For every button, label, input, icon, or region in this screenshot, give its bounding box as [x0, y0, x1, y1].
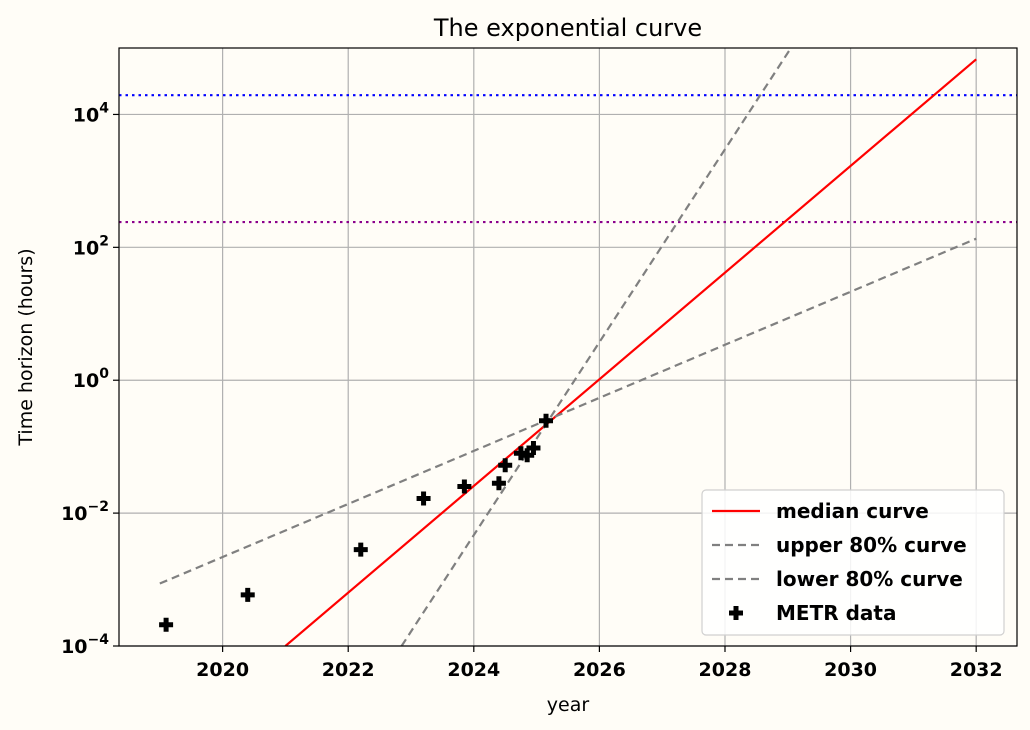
metr-data-point	[539, 413, 554, 428]
y-tick-label: 102	[73, 233, 109, 259]
x-tick-label: 2022	[322, 659, 375, 681]
x-tick-label: 2020	[196, 659, 249, 681]
plot-frame	[118, 47, 1018, 647]
y-axis-label: Time horizon (hours)	[15, 248, 37, 446]
x-tick-label: 2032	[950, 659, 1003, 681]
metr-data-point	[416, 491, 431, 506]
x-axis: 2020 2022 2024 2026 2028 2030 2032	[196, 646, 1003, 681]
y-tick-label: 10−2	[61, 499, 109, 525]
chart-title: The exponential curve	[433, 14, 702, 42]
upper-80-curve-line	[400, 48, 792, 646]
metr-data-point	[457, 479, 472, 494]
metr-data-point	[240, 587, 255, 602]
metr-data-point	[353, 542, 368, 557]
legend-label: median curve	[776, 499, 929, 523]
legend-label: METR data	[776, 601, 896, 625]
y-axis: 10−4 10−2 100 102 104	[61, 100, 119, 658]
metr-data-point	[526, 440, 541, 455]
threshold-lines	[119, 94, 1017, 224]
x-tick-label: 2030	[824, 659, 877, 681]
metr-data-point	[498, 458, 513, 473]
legend-label: upper 80% curve	[776, 533, 967, 557]
legend-box	[701, 489, 1005, 636]
grid	[119, 48, 1017, 647]
y-tick-label: 10−4	[61, 632, 109, 658]
x-tick-label: 2024	[447, 659, 500, 681]
x-tick-label: 2028	[699, 659, 752, 681]
metr-data-point	[491, 476, 506, 491]
metr-data-point	[520, 448, 535, 463]
legend-swatch	[729, 606, 743, 620]
median-curve-line	[284, 58, 977, 646]
series-group	[159, 48, 977, 646]
legend: median curve upper 80% curve lower 80% cur…	[701, 489, 1005, 636]
y-tick-label: 100	[73, 366, 109, 392]
legend-label: lower 80% curve	[776, 567, 963, 591]
metr-data-point	[159, 617, 174, 632]
x-axis-label: year	[547, 694, 590, 716]
x-tick-label: 2026	[573, 659, 626, 681]
lower-80-curve-line	[159, 237, 977, 585]
markers-group	[159, 413, 554, 632]
y-tick-label: 104	[73, 100, 109, 126]
